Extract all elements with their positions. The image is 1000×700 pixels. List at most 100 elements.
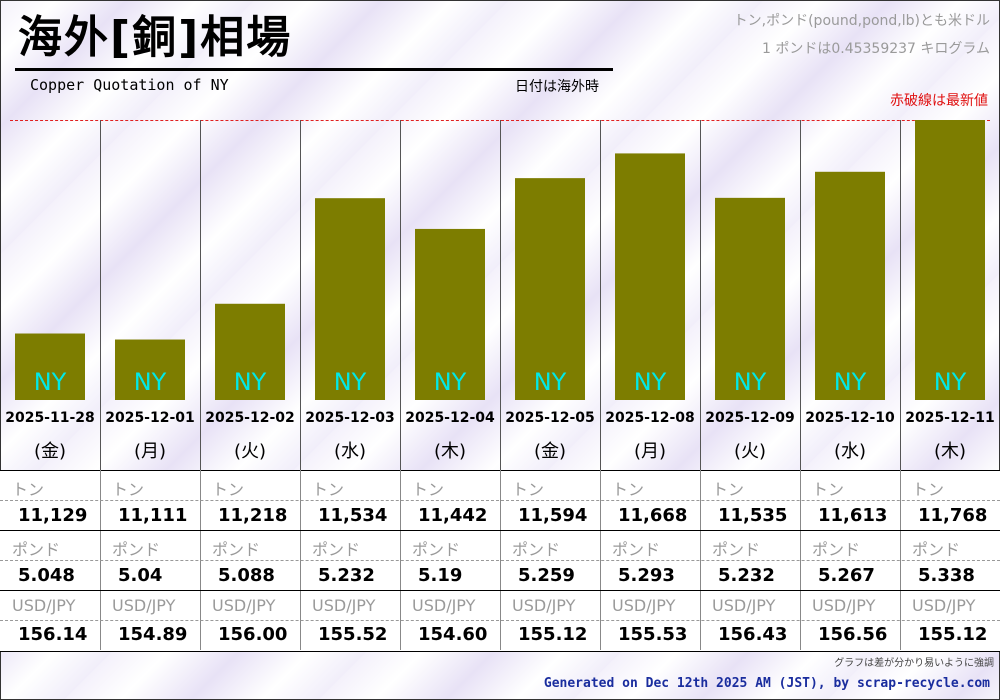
row-label-pound: ポンド [612,540,661,559]
row-label-usdjpy: USD/JPY [312,596,376,615]
unit-note-currency: トン,ポンド(pound,pond,lb)とも米ドル [733,13,990,29]
row-label-usdjpy: USD/JPY [512,596,576,615]
cell-usdjpy: 155.52 [318,624,388,645]
column-divider [600,120,601,470]
row-label-pound: ポンド [712,540,761,559]
row-label-usdjpy: USD/JPY [912,596,976,615]
bar-2025-12-03 [315,198,385,400]
bar-label-2025-12-03: NY [334,368,367,396]
column-divider [400,120,401,470]
row-label-ton: トン [612,480,645,499]
row-label-usdjpy: USD/JPY [112,596,176,615]
column-divider [900,120,901,470]
row-label-pound: ポンド [812,540,861,559]
row-label-ton: トン [112,480,145,499]
column-divider [300,120,301,470]
bar-label-2025-12-05: NY [534,368,567,396]
cell-usdjpy: 154.60 [418,624,488,645]
table-row-line [0,500,1000,501]
row-label-ton: トン [12,480,45,499]
row-label-ton: トン [312,480,345,499]
cell-usdjpy: 154.89 [118,624,188,645]
row-label-usdjpy: USD/JPY [712,596,776,615]
row-label-pound: ポンド [212,540,261,559]
x-tick-weekday: (木) [433,441,467,462]
row-label-ton: トン [912,480,945,499]
bar-2025-12-05 [515,178,585,400]
cell-pound: 5.19 [418,565,463,586]
latest-line-note: 赤破線は最新値 [890,93,988,109]
x-tick-date: 2025-12-10 [805,410,895,426]
x-tick-weekday: (金) [33,441,67,462]
cell-usdjpy: 155.12 [518,624,588,645]
cell-pound: 5.232 [318,565,375,586]
table-row-line [0,590,1000,591]
table-row-line [0,530,1000,531]
column-divider [500,120,501,470]
bar-2025-12-04 [415,228,485,400]
cell-pound: 5.267 [818,565,875,586]
row-label-ton: トン [712,480,745,499]
cell-ton: 11,613 [818,505,888,526]
cell-ton: 11,442 [418,505,488,526]
x-tick-weekday: (水) [833,441,867,462]
row-label-usdjpy: USD/JPY [12,596,76,615]
cell-ton: 11,218 [218,505,288,526]
x-tick-date: 2025-12-01 [105,410,195,426]
unit-note-pound: 1 ポンドは0.45359237 キログラム [761,41,990,57]
page-title: 海外[銅]相場 [18,12,293,63]
row-label-pound: ポンド [512,540,561,559]
cell-usdjpy: 155.12 [918,624,988,645]
bar-label-2025-12-01: NY [134,368,167,396]
x-tick-date: 2025-12-05 [505,410,595,426]
row-label-pound: ポンド [912,540,961,559]
cell-pound: 5.232 [718,565,775,586]
x-tick-weekday: (月) [133,441,167,462]
column-divider [700,120,701,470]
x-tick-date: 2025-12-04 [405,410,495,426]
cell-ton: 11,768 [918,505,988,526]
bar-2025-12-09 [715,197,785,400]
row-label-ton: トン [812,480,845,499]
x-tick-weekday: (水) [333,441,367,462]
row-label-usdjpy: USD/JPY [212,596,276,615]
row-label-pound: ポンド [112,540,161,559]
cell-usdjpy: 156.14 [18,624,88,645]
subtitle: Copper Quotation of NY [30,76,229,94]
table-row-line [0,620,1000,621]
x-tick-weekday: (火) [733,441,767,462]
cell-pound: 5.048 [18,565,75,586]
bar-2025-12-01 [115,339,185,400]
bar-label-2025-12-02: NY [234,368,267,396]
x-tick-date: 2025-12-02 [205,410,295,426]
footnote: グラフは差が分かり易いように強調 [834,658,994,669]
row-label-pound: ポンド [412,540,461,559]
date-note: 日付は海外時 [515,79,599,95]
title-underline [15,68,613,71]
x-tick-date: 2025-12-03 [305,410,395,426]
bar-2025-12-02 [215,303,285,400]
x-tick-weekday: (火) [233,441,267,462]
x-tick-date: 2025-12-08 [605,410,695,426]
row-label-usdjpy: USD/JPY [412,596,476,615]
row-label-ton: トン [212,480,245,499]
cell-pound: 5.293 [618,565,675,586]
column-divider [200,120,201,470]
cell-pound: 5.088 [218,565,275,586]
bar-label-2025-12-09: NY [734,368,767,396]
bar-2025-12-11 [915,120,985,400]
cell-usdjpy: 156.43 [718,624,788,645]
bar-label-2025-12-04: NY [434,368,467,396]
generated-credit: Generated on Dec 12th 2025 AM (JST), by … [543,676,990,691]
x-tick-weekday: (金) [533,441,567,462]
bar-label-2025-12-10: NY [834,368,867,396]
cell-pound: 5.259 [518,565,575,586]
row-label-usdjpy: USD/JPY [612,596,676,615]
bar-2025-11-28 [15,333,85,400]
row-label-usdjpy: USD/JPY [812,596,876,615]
x-tick-date: 2025-11-28 [5,410,95,426]
cell-usdjpy: 156.56 [818,624,888,645]
cell-pound: 5.338 [918,565,975,586]
cell-ton: 11,111 [118,505,188,526]
cell-ton: 11,668 [618,505,688,526]
